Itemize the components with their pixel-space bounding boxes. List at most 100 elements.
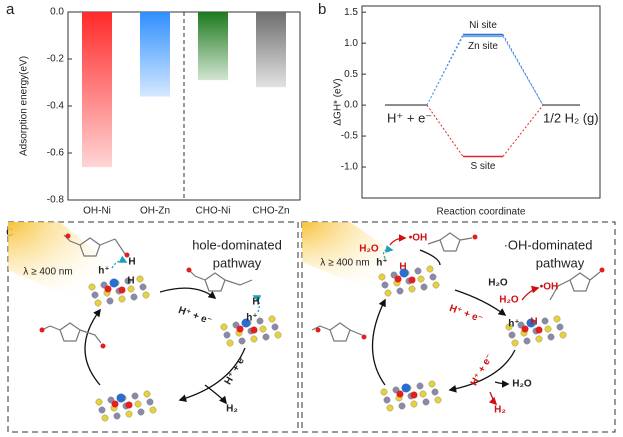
diagram-label: h⁺ <box>376 258 387 269</box>
atom <box>113 412 121 420</box>
atom <box>220 323 228 331</box>
atom <box>559 331 567 339</box>
atom <box>410 391 418 399</box>
y-tick-label: -0.5 <box>341 131 359 142</box>
diagram-label: H⁺ + e⁻ <box>223 351 250 387</box>
y-tick-label: 0.5 <box>344 69 358 80</box>
atom <box>398 402 406 410</box>
diagram-label: pathway <box>213 255 262 270</box>
atom <box>511 339 519 347</box>
y-tick-label: 0.0 <box>344 100 358 111</box>
atom <box>547 333 555 341</box>
atom <box>142 291 150 299</box>
atom <box>408 276 416 284</box>
atom <box>378 273 386 281</box>
atom <box>88 283 96 291</box>
atom <box>134 400 142 408</box>
atom <box>410 400 418 408</box>
catalyst <box>88 275 150 307</box>
atom <box>526 318 536 328</box>
diagram-label: h⁺ <box>508 319 519 330</box>
connector <box>502 104 544 157</box>
catalyst <box>220 315 282 347</box>
plot-frame <box>361 5 601 199</box>
catalyst <box>505 315 567 347</box>
atom <box>384 289 392 297</box>
diagram-label: H <box>128 257 135 268</box>
atom <box>149 406 157 414</box>
diagram-label: •OH <box>540 282 559 293</box>
catalyst <box>378 265 440 297</box>
diagram-label: H₂ <box>494 405 506 416</box>
panel-label: b <box>318 1 326 18</box>
diagram-label: H <box>399 262 406 273</box>
diagram-label: H₂O <box>499 295 519 306</box>
bar <box>198 12 228 81</box>
atom <box>226 339 234 347</box>
atom <box>136 275 144 283</box>
atom <box>124 277 132 285</box>
y-tick-label: -1.0 <box>341 162 359 173</box>
atom <box>131 392 139 400</box>
atom <box>422 398 430 406</box>
y-tick-label: 1.0 <box>344 38 358 49</box>
y-axis-label: ΔGH* (eV) <box>333 78 344 125</box>
arrows-red <box>389 234 540 406</box>
x-tick-label: OH-Zn <box>140 206 170 217</box>
atom <box>143 390 151 398</box>
diagram-label: H₂O <box>359 244 379 255</box>
connector <box>426 36 464 106</box>
connector <box>502 34 544 106</box>
bar <box>82 12 112 168</box>
atom <box>271 323 279 331</box>
atom <box>111 400 119 408</box>
catalyst <box>380 380 442 412</box>
catalyst <box>95 390 157 422</box>
atom <box>95 398 103 406</box>
diagram-label: pathway <box>536 255 585 270</box>
atom <box>238 337 246 345</box>
x-axis-label: Reaction coordinate <box>437 207 526 218</box>
y-tick-label: -0.8 <box>47 195 65 206</box>
diagram-label: H₂O <box>512 379 532 390</box>
atom <box>94 299 102 307</box>
x-tick-label: CHO-Ni <box>196 206 231 217</box>
state-label: 1/2 H₂ (g) <box>543 111 599 126</box>
y-tick-label: 0.0 <box>50 7 64 18</box>
atom <box>274 331 282 339</box>
pathway-box <box>7 221 299 433</box>
arrows <box>84 249 516 405</box>
diagram-label: h⁺ <box>246 313 257 324</box>
atom <box>125 401 133 409</box>
diagram-label: H⁺ + e⁻ <box>177 305 213 327</box>
atom <box>417 275 425 283</box>
atom <box>432 281 440 289</box>
diagram-label: hole-dominated <box>192 237 282 252</box>
diagram-label: H⁺ + e⁻ <box>448 303 484 325</box>
series-label: Ni site <box>469 20 497 31</box>
atom <box>91 291 99 299</box>
bar <box>140 12 170 97</box>
atom <box>553 315 561 323</box>
atom <box>250 326 258 334</box>
atom <box>541 317 549 325</box>
atom <box>431 388 439 396</box>
atom <box>408 285 416 293</box>
x-tick-label: CHO-Zn <box>252 206 289 217</box>
atom <box>262 333 270 341</box>
connector <box>426 34 464 106</box>
atom <box>106 297 114 305</box>
atom <box>383 396 391 404</box>
atom <box>256 317 264 325</box>
oxygen-atoms <box>39 233 605 349</box>
atom <box>268 315 276 323</box>
x-tick-label: OH-Ni <box>83 206 111 217</box>
atom <box>130 293 138 301</box>
atom <box>556 323 564 331</box>
atom <box>426 265 434 273</box>
diagram-label: ·OH-dominated <box>504 237 593 252</box>
diagram-label: H <box>127 276 134 287</box>
atom <box>396 287 404 295</box>
diagram-label: h⁺ <box>98 266 109 277</box>
